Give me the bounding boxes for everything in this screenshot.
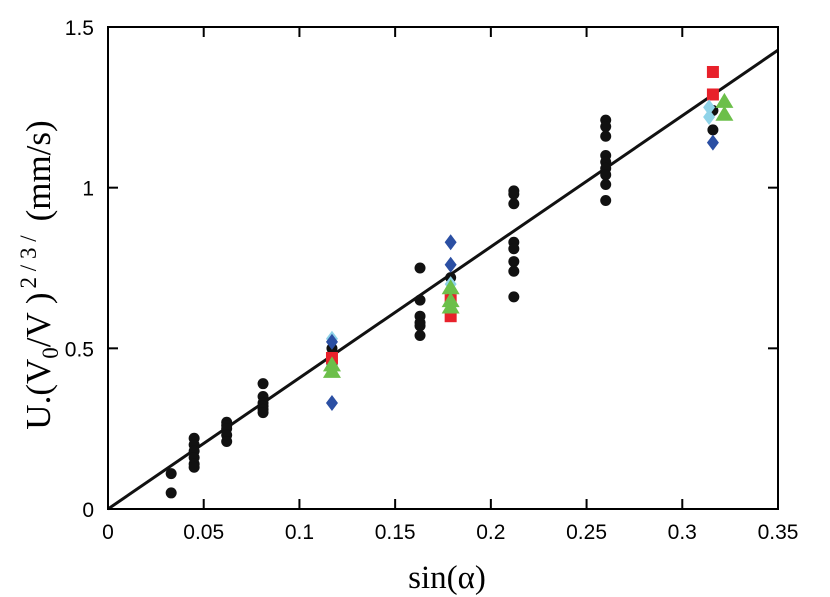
y-tick-label: 1	[82, 178, 94, 201]
data-point-circle	[508, 265, 520, 277]
x-tick-label: 0.1	[285, 521, 314, 544]
y-tick-label: 0	[82, 499, 94, 522]
data-point-circle	[165, 487, 177, 499]
x-tick-label: 0.2	[476, 521, 505, 544]
data-point-diamond	[444, 256, 457, 273]
x-tick-label: 0.3	[668, 521, 697, 544]
data-point-circle	[508, 188, 520, 200]
data-point-circle	[414, 320, 426, 332]
y-axis-title-exponent: 2 / 3 /	[16, 235, 41, 289]
plot-frame	[107, 26, 779, 510]
data-point-triangle	[441, 279, 460, 295]
data-point-circle	[414, 262, 426, 274]
data-point-diamond	[706, 134, 719, 151]
data-point-circle	[188, 461, 200, 473]
data-point-circle	[165, 468, 177, 480]
x-tick-label: 0.05	[183, 521, 224, 544]
data-point-circle	[257, 407, 269, 419]
data-point-circle	[414, 294, 426, 306]
data-point-circle	[257, 378, 269, 390]
data-point-triangle	[715, 92, 734, 108]
data-point-diamond	[703, 108, 716, 125]
data-point-circle	[707, 124, 719, 136]
axis-ticks-layer: 0 0.05 0.1 0.15 0.2 0.25 0.3 0.35 0 0.5 1 1.5	[65, 17, 799, 544]
data-point-circle	[600, 195, 612, 207]
x-tick-label: 0.15	[375, 521, 416, 544]
data-point-square	[706, 65, 719, 78]
data-point-circle	[414, 329, 426, 341]
y-axis-title-units: (mm/s)	[19, 120, 58, 221]
data-point-diamond	[703, 99, 716, 116]
x-tick-label: 0	[102, 521, 114, 544]
data-point-circle	[508, 198, 520, 210]
data-point-circle	[508, 243, 520, 255]
x-tick-label: 0.25	[566, 521, 607, 544]
data-point-circle	[600, 169, 612, 181]
data-point-circle	[508, 291, 520, 303]
y-axis-title-subscript: 0	[38, 347, 63, 359]
fit-line-layer	[107, 48, 779, 511]
data-point-diamond	[325, 333, 338, 350]
x-axis-title: sin(α)	[408, 560, 486, 596]
data-point-diamond	[444, 234, 457, 251]
data-point-circle	[600, 121, 612, 133]
y-axis-title: U.(V0/V ) 2 / 3 / (mm/s)	[16, 120, 63, 429]
data-points-layer	[165, 65, 734, 499]
y-axis-title-middle: /V )	[19, 292, 58, 347]
data-point-circle	[508, 256, 520, 268]
data-point-triangle	[715, 105, 734, 121]
y-tick-label: 0.5	[65, 338, 94, 361]
x-tick-label: 0.35	[758, 521, 799, 544]
y-axis-title-prefix: U.(V	[19, 359, 58, 430]
data-point-triangle	[322, 362, 341, 378]
fit-line	[107, 48, 779, 511]
data-point-circle	[600, 130, 612, 142]
data-point-circle	[600, 178, 612, 190]
data-point-triangle	[441, 298, 460, 314]
data-point-square	[706, 88, 719, 101]
data-point-diamond	[325, 394, 338, 411]
data-point-circle	[221, 436, 233, 448]
y-tick-label: 1.5	[65, 17, 94, 40]
